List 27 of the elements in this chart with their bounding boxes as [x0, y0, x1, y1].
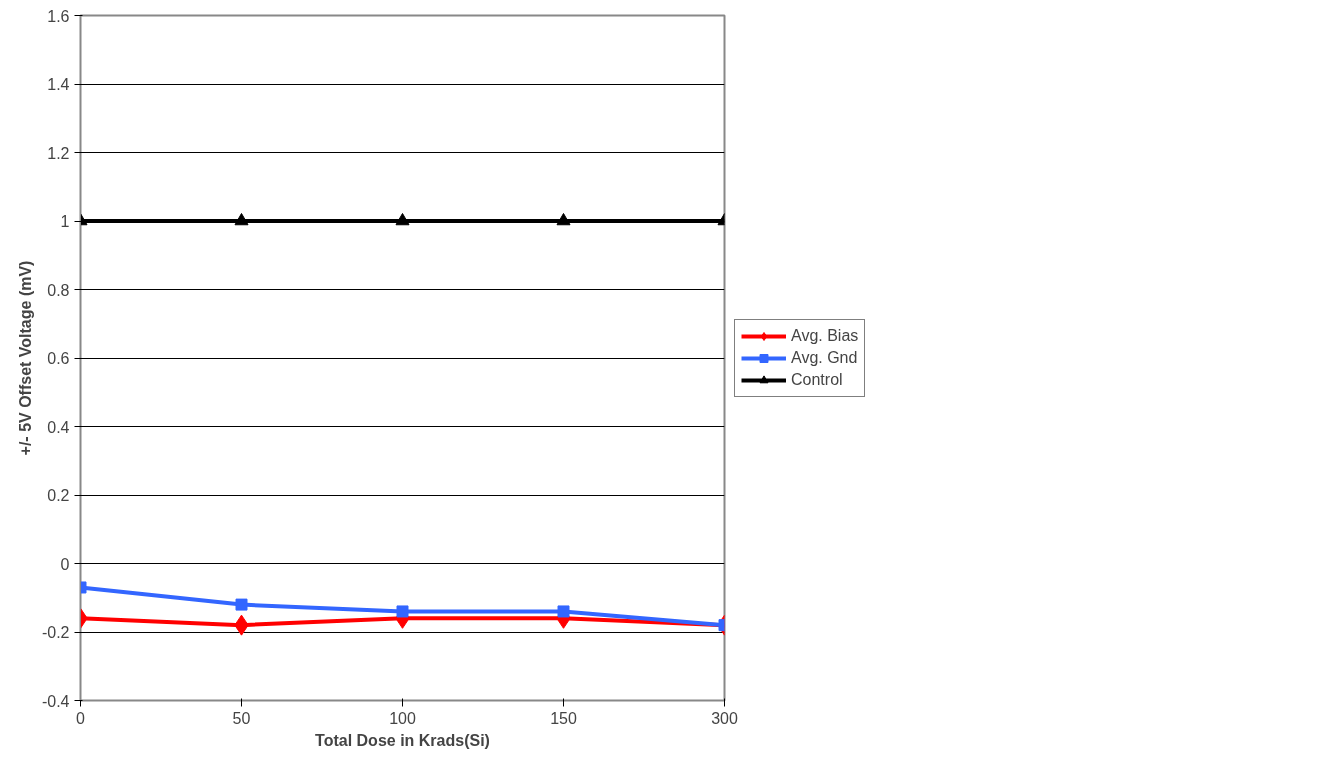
point	[234, 212, 249, 226]
y-axis-title: +/- 5V Offset Voltage (mV)	[16, 260, 34, 456]
y-tick-label: 1	[60, 213, 70, 230]
legend-label: Avg. Bias	[791, 326, 859, 345]
x-tick-label: 150	[550, 709, 577, 727]
point	[396, 605, 409, 618]
y-tick-label: 0.6	[47, 350, 70, 367]
y-tick-label: 0.2	[47, 487, 70, 504]
y-tick-label: -0.2	[41, 624, 70, 641]
y-tick-label: 1.4	[47, 76, 70, 93]
legend-label: Avg. Gnd	[791, 348, 858, 367]
y-tick-label: 0.4	[47, 418, 70, 436]
point	[556, 212, 571, 226]
point	[235, 598, 248, 611]
x-tick-label: 300	[711, 709, 738, 727]
x-tick-label: 100	[389, 709, 416, 727]
x-tick-label: 50	[232, 709, 251, 727]
y-tick-label: 1.2	[47, 144, 70, 162]
x-tick-label: 0	[76, 709, 86, 727]
y-tick-label: 0.8	[47, 281, 70, 299]
point	[557, 605, 570, 618]
y-tick-label: 1.6	[47, 7, 70, 25]
x-axis-title: Total Dose in Krads(Si)	[315, 731, 490, 749]
y-tick-label: 0	[60, 555, 70, 573]
legend-label: Control	[791, 370, 843, 389]
point	[395, 212, 410, 226]
y-tick-label: -0.4	[41, 692, 70, 710]
